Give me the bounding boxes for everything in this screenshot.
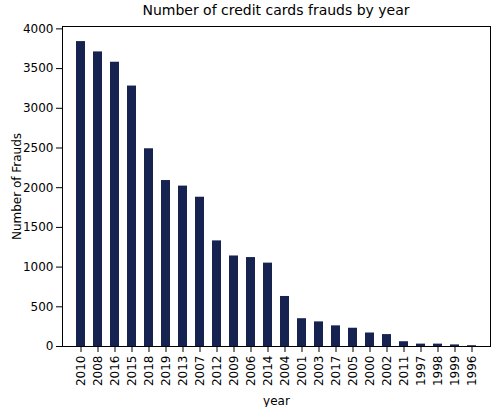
svg-text:year: year <box>263 394 290 407</box>
svg-text:0: 0 <box>46 339 54 353</box>
svg-text:2006: 2006 <box>244 356 258 387</box>
svg-text:1997: 1997 <box>414 356 428 387</box>
svg-text:2009: 2009 <box>227 356 241 387</box>
svg-text:2015: 2015 <box>125 356 139 387</box>
svg-text:2017: 2017 <box>329 356 343 387</box>
svg-text:2000: 2000 <box>23 181 54 195</box>
svg-text:2018: 2018 <box>142 356 156 387</box>
svg-text:1999: 1999 <box>448 356 462 387</box>
svg-text:1500: 1500 <box>23 220 54 234</box>
svg-text:2013: 2013 <box>176 356 190 387</box>
html-text:Number of credit cards frauds: Number of credit cards frauds by year <box>142 2 410 18</box>
svg-text:2016: 2016 <box>108 356 122 387</box>
svg-text:2012: 2012 <box>210 356 224 387</box>
svg-text:2011: 2011 <box>397 356 411 387</box>
svg-text:2005: 2005 <box>346 356 360 387</box>
svg-text:3000: 3000 <box>23 101 54 115</box>
svg-text:2002: 2002 <box>380 356 394 387</box>
svg-text:500: 500 <box>31 300 54 314</box>
svg-text:1998: 1998 <box>431 356 445 387</box>
svg-text:1000: 1000 <box>23 260 54 274</box>
svg-text:4000: 4000 <box>23 22 54 36</box>
svg-text:2500: 2500 <box>23 141 54 155</box>
svg-text:2008: 2008 <box>91 356 105 387</box>
svg-text:2003: 2003 <box>312 356 326 387</box>
svg-text:2001: 2001 <box>295 356 309 387</box>
svg-text:2014: 2014 <box>261 356 275 387</box>
svg-text:2019: 2019 <box>159 356 173 387</box>
svg-text:2010: 2010 <box>74 356 88 387</box>
svg-text:1996: 1996 <box>465 356 479 387</box>
svg-text:Number of Frauds: Number of Frauds <box>10 133 24 240</box>
svg-text:2004: 2004 <box>278 356 292 387</box>
svg-text:3500: 3500 <box>23 61 54 75</box>
svg-text:2000: 2000 <box>363 356 377 387</box>
svg-text:2007: 2007 <box>193 356 207 387</box>
